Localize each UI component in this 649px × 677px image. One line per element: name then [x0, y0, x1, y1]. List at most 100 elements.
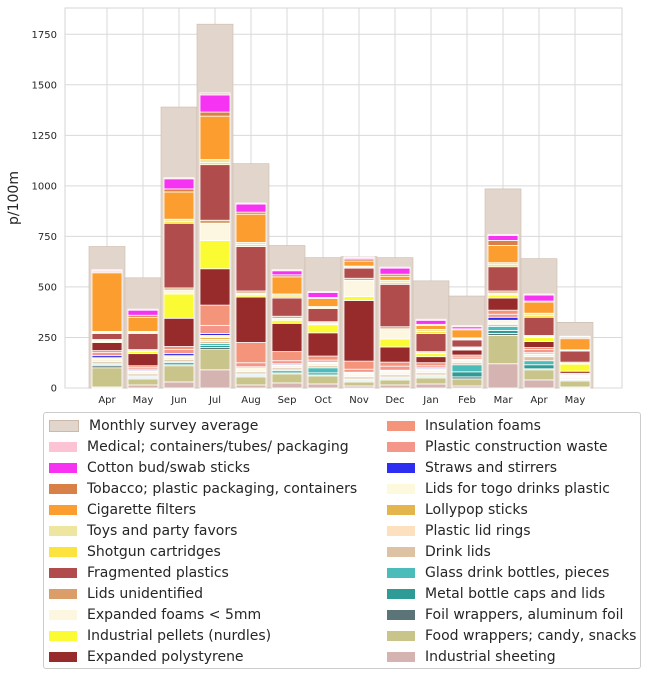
bar-segment: [271, 351, 303, 362]
bar-segment: [559, 363, 591, 372]
bar-segment: [91, 272, 123, 332]
legend-swatch: [49, 441, 77, 452]
legend-label: Cigarette filters: [87, 501, 197, 518]
legend-swatch: [387, 546, 415, 557]
bar-segment: [487, 294, 519, 299]
bar-segment: [199, 349, 231, 371]
bar-segment: [307, 367, 339, 374]
bar-segment: [307, 290, 339, 293]
legend-item: Cigarette filters: [49, 499, 196, 520]
legend-swatch: [49, 630, 77, 641]
legend-swatch: [49, 609, 77, 620]
legend-label: Expanded polystyrene: [87, 648, 244, 665]
legend-swatch: [387, 567, 415, 578]
x-tick-label: Sep: [278, 395, 297, 406]
bar-segment: [235, 246, 267, 292]
bar-segment: [415, 356, 447, 364]
bar-segment: [487, 297, 519, 311]
bar-segment: [379, 275, 411, 281]
legend-item: Insulation foams: [387, 415, 541, 436]
legend-swatch: [387, 483, 415, 494]
legend-swatch: [49, 462, 77, 473]
legend-swatch: [387, 651, 415, 662]
bar-segment: [163, 289, 195, 295]
bar-segment: [199, 324, 231, 334]
legend-label: Toys and party favors: [87, 522, 238, 539]
bar-segment: [91, 333, 123, 340]
bar-segment: [163, 346, 195, 350]
legend-swatch: [49, 525, 77, 536]
bar-segment: [379, 338, 411, 348]
legend-label: Industrial sheeting: [425, 648, 556, 665]
legend-label: Lids for togo drinks plastic: [425, 480, 610, 497]
legend-label: Cotton bud/swab sticks: [87, 459, 251, 476]
bar-segment: [487, 313, 519, 318]
bar-segment: [271, 270, 303, 276]
bar-segment: [415, 353, 447, 358]
x-tick-label: May: [565, 395, 586, 406]
legend-swatch: [387, 441, 415, 452]
bar-segment: [379, 361, 411, 367]
x-tick-label: Apr: [530, 395, 548, 406]
legend-item: Expanded foams < 5mm: [49, 604, 261, 625]
bar-segment: [379, 346, 411, 363]
y-tick-label: 1250: [32, 131, 57, 142]
bar-segment: [235, 362, 267, 368]
legend-label: Lids unidentified: [87, 585, 204, 602]
legend-label: Plastic construction waste: [425, 438, 608, 455]
y-tick-label: 1000: [32, 181, 57, 192]
bar-segment: [163, 365, 195, 383]
x-tick-label: May: [133, 395, 154, 406]
legend-item: Cotton bud/swab sticks: [49, 457, 250, 478]
y-tick-label: 750: [38, 232, 57, 243]
x-tick-label: Feb: [458, 395, 476, 406]
legend-label: Shotgun cartridges: [87, 543, 221, 560]
legend-swatch: [387, 609, 415, 620]
legend-swatch: [49, 483, 77, 494]
bar-segment: [343, 360, 375, 370]
bar-segment: [343, 279, 375, 297]
legend-label: Lollypop sticks: [425, 501, 528, 518]
bar-segment: [379, 384, 411, 389]
legend-swatch: [49, 588, 77, 599]
bar-segment: [307, 383, 339, 389]
bar-segment: [379, 267, 411, 275]
bar-segment: [163, 349, 195, 355]
bar-segment: [199, 219, 231, 224]
bar-segment: [523, 293, 555, 296]
chart-legend: Monthly survey average Medical; container…: [43, 412, 641, 669]
bar-segment: [487, 234, 519, 241]
bar-segment: [127, 308, 159, 311]
bar-segment: [559, 380, 591, 388]
legend-label: Plastic lid rings: [425, 522, 531, 539]
bar-segment: [343, 256, 375, 259]
stacked-bars: [91, 92, 591, 389]
bar-segment: [271, 360, 303, 365]
bar-segment: [523, 337, 555, 342]
x-tick-label: Apr: [98, 395, 116, 406]
bar-segment: [523, 316, 555, 336]
legend-label: Food wrappers; candy, snacks: [425, 627, 637, 644]
bar-segment: [199, 94, 231, 113]
bar-segment: [487, 335, 519, 365]
bar-segment: [307, 324, 339, 334]
bar-segment: [343, 368, 375, 373]
bar-segment: [451, 378, 483, 387]
y-tick-label: 0: [51, 384, 57, 395]
bar-segment: [271, 297, 303, 317]
x-tick-label: Dec: [385, 395, 404, 406]
legend-label: Insulation foams: [425, 417, 541, 434]
legend-item: Lollypop sticks: [387, 499, 528, 520]
bar-segment: [271, 276, 303, 295]
legend-label: Foil wrappers, aluminum foil: [425, 606, 624, 623]
bar-segment: [307, 375, 339, 385]
bar-segment: [163, 293, 195, 319]
x-tick-label: Mar: [494, 395, 514, 406]
bar-segment: [523, 360, 555, 366]
bar-segment: [307, 332, 339, 357]
legend-swatch: [49, 567, 77, 578]
bar-segment: [163, 191, 195, 220]
bar-segment: [523, 294, 555, 302]
legend-swatch: [387, 630, 415, 641]
bar-segment: [235, 202, 267, 205]
